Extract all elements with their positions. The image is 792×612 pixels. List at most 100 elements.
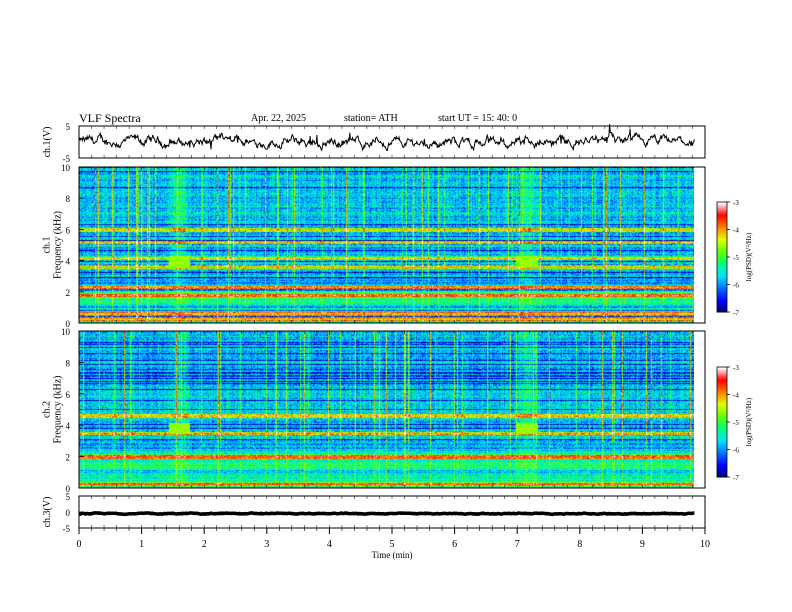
- colorbar-swatch: [717, 207, 727, 210]
- ch3-trace-line: [78, 511, 695, 517]
- ch2-spectrogram-y-tick-label: 2: [66, 453, 71, 463]
- colorbar-swatch: [717, 449, 727, 452]
- colorbar-swatch: [717, 202, 727, 205]
- colorbar-swatch: [717, 260, 727, 263]
- colorbar-swatch: [717, 436, 727, 439]
- colorbar-swatch: [717, 396, 727, 399]
- colorbar-swatch: [717, 306, 727, 309]
- colorbar-label: log(PSD)(V²/Hz): [745, 232, 753, 281]
- ch1-y-tick-label: 5: [66, 122, 71, 132]
- colorbar-swatch: [717, 220, 727, 223]
- colorbar-swatch: [717, 411, 727, 414]
- colorbar-swatch: [717, 277, 727, 280]
- colorbar-swatch: [717, 213, 727, 216]
- colorbar-tick-label: -4: [733, 392, 739, 400]
- colorbar-swatch: [717, 291, 727, 295]
- figure-title: VLF Spectra: [79, 111, 141, 125]
- colorbar-label: log(PSD)(V²/Hz): [745, 397, 753, 446]
- colorbar-swatch: [717, 466, 727, 469]
- colorbar-swatch: [717, 464, 727, 467]
- colorbar-tick-label: -4: [733, 227, 739, 235]
- colorbar-swatch: [717, 438, 727, 441]
- colorbar-tick-label: -3: [733, 364, 739, 372]
- colorbar-label-text: log(PSD)(V²/Hz): [745, 397, 753, 446]
- colorbar-swatch: [717, 455, 727, 458]
- colorbar-swatch: [717, 203, 727, 207]
- colorbar-swatch: [717, 423, 727, 427]
- colorbar-swatch: [717, 394, 727, 397]
- colorbar-tick-label: -3: [733, 199, 739, 207]
- colorbar-tick-label: -5: [733, 254, 739, 262]
- ch2-spectrogram-y-tick-label: 4: [66, 421, 71, 431]
- colorbar-swatch: [717, 444, 727, 447]
- colorbar-swatch: [717, 236, 727, 240]
- colorbar-swatch: [717, 385, 727, 388]
- ch2-spectrogram-y-tick-label: 0: [66, 484, 71, 494]
- colorbar-label-text: log(PSD)(V²/Hz): [745, 232, 753, 281]
- y-axis-label-line: ch.1: [42, 237, 53, 254]
- colorbar-swatch: [717, 308, 727, 311]
- colorbar-tick-label: -7: [733, 309, 739, 317]
- colorbar-swatch: [717, 211, 727, 214]
- colorbar-swatch: [717, 418, 727, 421]
- x-tick-label: 5: [390, 539, 395, 550]
- colorbar-swatch: [717, 451, 727, 454]
- colorbar-swatch: [717, 429, 727, 432]
- ch1-spectrogram-y-tick-label: 10: [61, 163, 71, 173]
- colorbar-swatch: [717, 390, 727, 394]
- x-tick-label: 4: [327, 539, 332, 550]
- colorbar-swatch: [717, 304, 727, 307]
- x-axis-label: Time (min): [372, 550, 413, 560]
- colorbar-swatch: [717, 420, 727, 423]
- colorbar-swatch: [717, 299, 727, 302]
- colorbar-swatch: [717, 407, 727, 410]
- x-tick-label: 2: [202, 539, 207, 550]
- colorbar-swatch: [717, 251, 727, 254]
- ch1-spectrogram-y-tick-label: 2: [66, 288, 71, 298]
- colorbar-swatch: [717, 216, 727, 219]
- colorbar-swatch: [717, 416, 727, 419]
- colorbar-swatch: [717, 475, 727, 478]
- colorbar-swatch: [717, 235, 727, 238]
- colorbar-swatch: [717, 218, 727, 221]
- colorbar-swatch: [717, 293, 727, 296]
- ch1-y-axis-label: ch.1(V): [42, 127, 53, 158]
- colorbar-swatch: [717, 400, 727, 403]
- colorbar-swatch: [717, 469, 727, 472]
- x-tick-label: 8: [577, 539, 582, 550]
- colorbar-swatch: [717, 282, 727, 285]
- colorbar-swatch: [717, 238, 727, 241]
- x-tick-label: 1: [139, 539, 144, 550]
- colorbar-swatch: [717, 433, 727, 436]
- colorbar-swatch: [717, 224, 727, 227]
- station-label: station= ATH: [344, 113, 398, 124]
- colorbar-swatch: [717, 427, 727, 430]
- colorbar-swatch: [717, 205, 727, 208]
- ch2-spectrogram-y-tick-label: 10: [61, 327, 71, 337]
- ch1-y-tick-label: -5: [63, 154, 71, 164]
- colorbar-swatch: [717, 381, 727, 384]
- colorbar-swatch: [717, 458, 727, 461]
- ch1-trace-line: [78, 124, 695, 152]
- colorbar-swatch: [717, 266, 727, 269]
- colorbar-swatch: [717, 425, 727, 428]
- x-tick-label: 6: [452, 539, 457, 550]
- colorbar-swatch: [717, 434, 727, 438]
- colorbar-swatch: [717, 255, 727, 258]
- colorbar-swatch: [717, 431, 727, 434]
- colorbar-swatch: [717, 286, 727, 289]
- ch3-y-tick-label: 5: [66, 492, 71, 502]
- colorbar-swatch: [717, 253, 727, 256]
- colorbar-swatch: [717, 229, 727, 232]
- colorbar-swatch: [717, 214, 727, 218]
- colorbar-tick-label: -6: [733, 447, 739, 455]
- colorbar-swatch: [717, 370, 727, 373]
- colorbar-swatch: [717, 471, 727, 474]
- colorbar-swatch: [717, 258, 727, 262]
- ch3-y-tick-label: -5: [63, 524, 71, 534]
- ch2-spectrogram-raster: [79, 331, 694, 488]
- colorbar-swatch: [717, 247, 727, 251]
- colorbar-swatch: [717, 387, 727, 390]
- ch2-spectrogram-y-axis-label: ch.2 Frequency (kHz): [42, 375, 64, 443]
